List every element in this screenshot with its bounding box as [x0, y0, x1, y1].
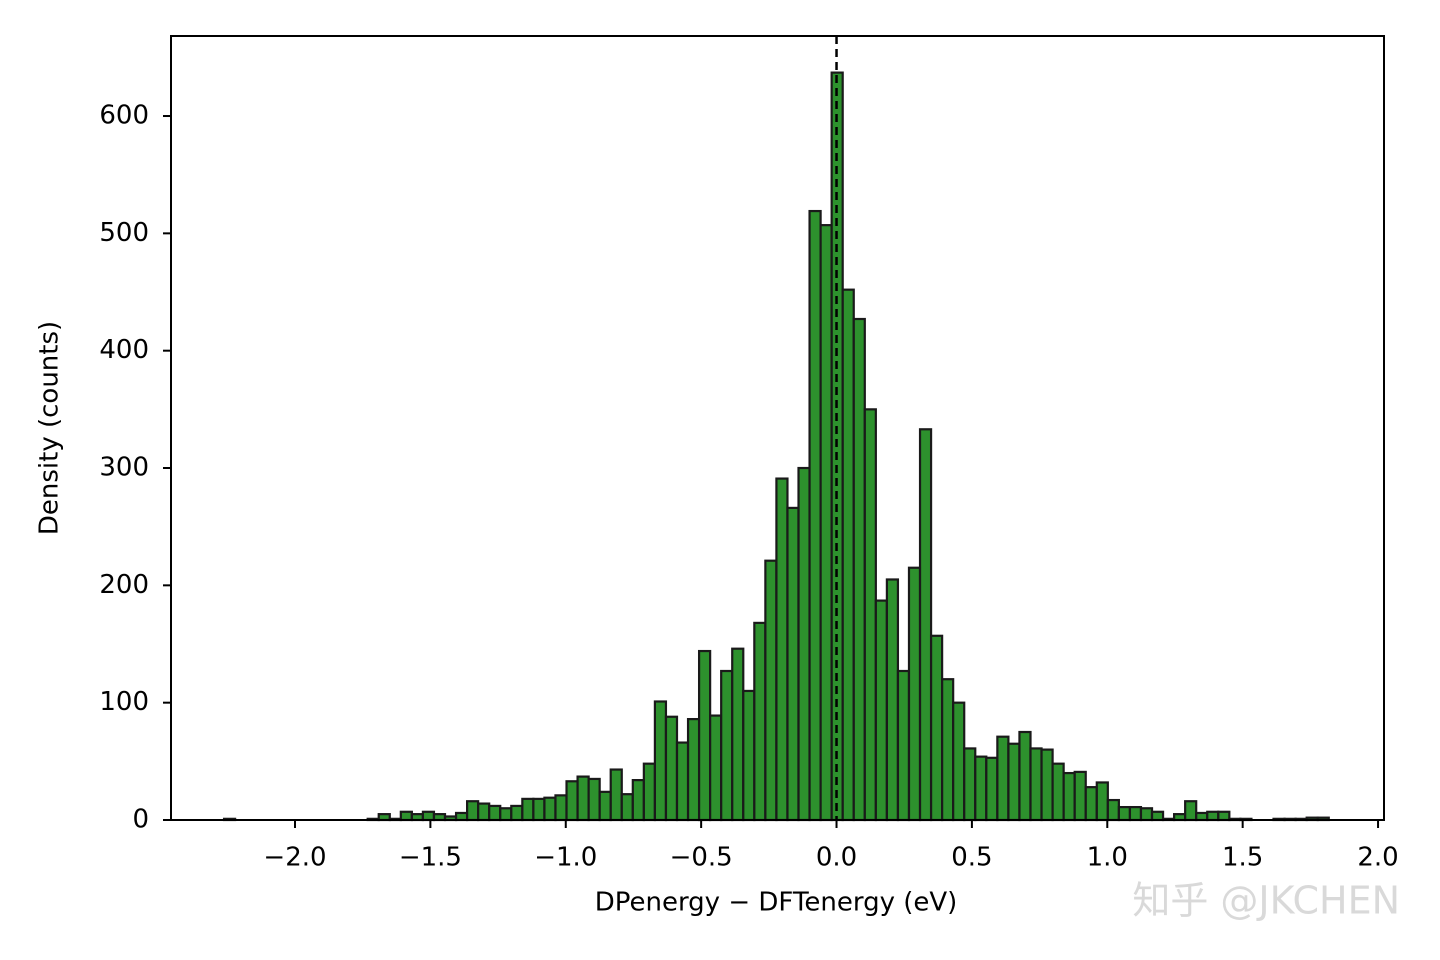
bar [1150, 810, 1165, 822]
x-tick-label: −1.0 [534, 843, 597, 873]
bar [587, 777, 601, 822]
bar [1217, 810, 1231, 822]
bar [554, 794, 568, 822]
y-tick-label: 200 [99, 570, 149, 600]
bar [764, 559, 778, 822]
y-tick-label: 600 [99, 101, 149, 131]
bar [1139, 807, 1154, 822]
bar [731, 647, 745, 822]
bar [941, 678, 955, 822]
x-tick-label: 1.5 [1222, 843, 1263, 873]
y-tick-label: 400 [99, 335, 149, 365]
bar [1106, 798, 1120, 822]
bar [720, 669, 734, 822]
bar [963, 747, 977, 822]
bar [808, 209, 822, 822]
y-tick-label: 0 [132, 805, 149, 835]
bar [952, 701, 966, 822]
bar [1128, 805, 1143, 822]
bar [510, 804, 524, 822]
bar [1073, 770, 1087, 822]
bar [521, 797, 535, 822]
x-tick-label: −2.0 [263, 843, 326, 873]
bar [1040, 748, 1054, 822]
bar [929, 634, 944, 822]
y-tick-label: 500 [99, 218, 149, 248]
bar [532, 797, 546, 822]
bar [1062, 771, 1076, 822]
bar [885, 578, 900, 822]
bar [996, 735, 1010, 822]
bar [642, 762, 657, 822]
bar [697, 649, 712, 822]
bar [852, 317, 866, 822]
bar [565, 780, 579, 822]
bar [1206, 810, 1220, 822]
bar [598, 790, 612, 822]
bar [863, 408, 877, 822]
bar [896, 669, 911, 822]
y-tick-label: 100 [99, 687, 149, 717]
bar [874, 599, 888, 822]
bar [631, 779, 645, 822]
bar [477, 802, 491, 822]
x-tick-label: 2.0 [1357, 843, 1398, 873]
bar [609, 768, 623, 822]
bar [1195, 811, 1209, 822]
bar [653, 700, 668, 822]
bar [499, 807, 513, 822]
x-tick-label: 0.0 [816, 843, 857, 873]
bar [1051, 762, 1065, 822]
bar [775, 477, 789, 822]
plot-frame [170, 35, 1385, 821]
bar [985, 756, 999, 822]
bar [1007, 742, 1021, 822]
bar [454, 811, 469, 822]
bar [1184, 800, 1198, 822]
bar [664, 715, 679, 822]
bar [421, 810, 436, 822]
bar [1029, 747, 1043, 822]
bar [466, 800, 480, 822]
bar [709, 714, 723, 822]
x-axis-label: DPenergy − DFTenergy (eV) [595, 888, 958, 918]
bar [797, 466, 811, 822]
bar [543, 796, 557, 822]
y-tick-label: 300 [99, 453, 149, 483]
bar [786, 506, 800, 822]
x-tick-label: 0.5 [951, 843, 992, 873]
bar [1095, 781, 1109, 822]
bar [918, 428, 933, 822]
bar [974, 755, 988, 822]
bar [576, 775, 590, 822]
bar [686, 717, 701, 822]
bar [1117, 805, 1132, 822]
watermark: 知乎 @JKCHEN [1132, 879, 1400, 923]
bar [1084, 786, 1098, 822]
bar [488, 804, 502, 822]
y-axis-label: Density (counts) [35, 321, 65, 535]
bar [753, 621, 767, 822]
x-tick-label: −0.5 [670, 843, 733, 873]
x-tick-label: −1.5 [399, 843, 462, 873]
bar [1018, 730, 1032, 822]
bar [742, 689, 756, 822]
bar [907, 566, 922, 822]
bar [675, 741, 690, 822]
bar [620, 793, 634, 822]
bar [399, 810, 413, 822]
bar [819, 224, 833, 822]
bar [841, 288, 855, 822]
x-tick-label: 1.0 [1087, 843, 1128, 873]
